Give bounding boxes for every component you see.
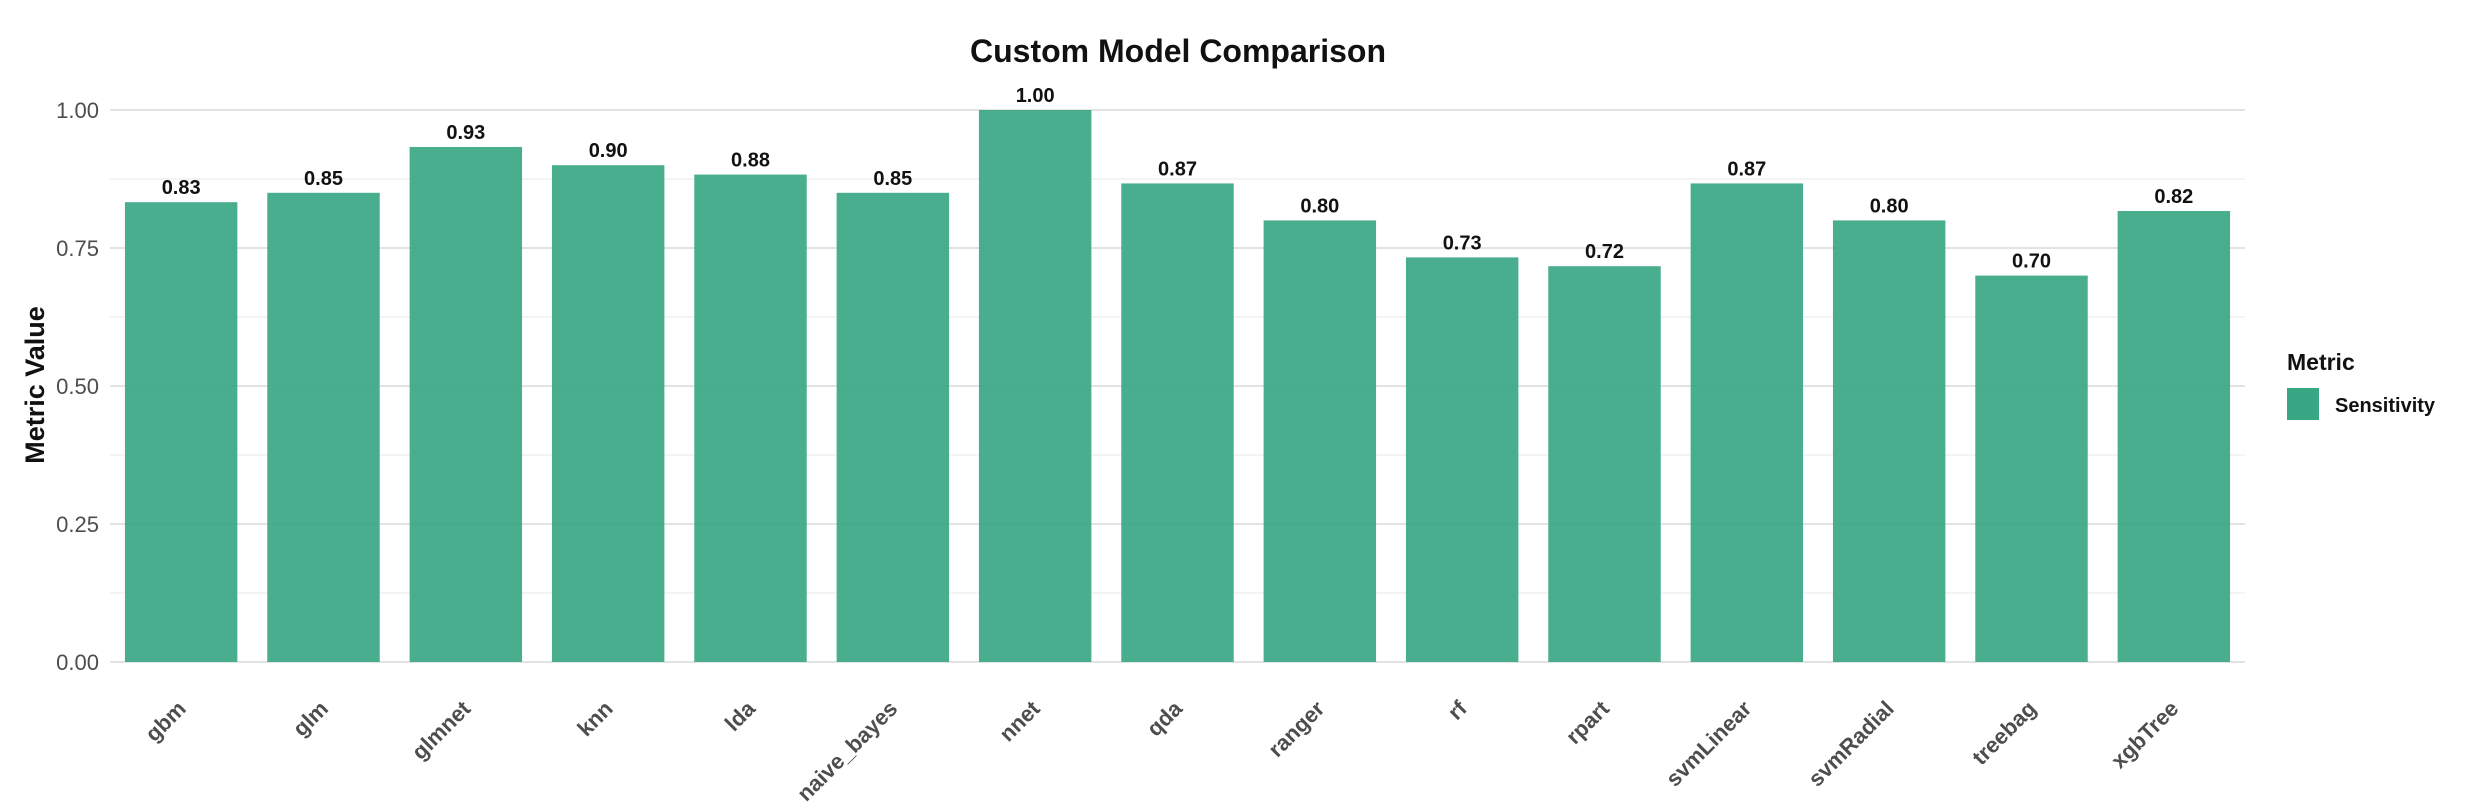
- legend-label: Sensitivity: [2335, 395, 2436, 417]
- bar-rf: [1405, 257, 1519, 662]
- bar-rpart: [1548, 266, 1661, 662]
- data-label: 1.00: [1016, 85, 1055, 107]
- x-tick-label: glmnet: [407, 695, 476, 764]
- data-label: 0.85: [873, 168, 912, 190]
- data-label: 0.73: [1443, 232, 1482, 254]
- legend: Metric Sensitivity: [2287, 349, 2436, 420]
- x-tick-label: ranger: [1263, 696, 1329, 762]
- data-label: 0.87: [1158, 158, 1197, 180]
- y-axis-ticks: 0.00 0.25 0.50 0.75 1.00: [56, 98, 99, 675]
- bar-svmLinear: [1690, 183, 1804, 662]
- bar-naive-bayes: [836, 192, 950, 663]
- data-label: 0.88: [731, 150, 770, 172]
- x-tick-label: rf: [1443, 695, 1472, 724]
- bar-svmRadial: [1832, 220, 1946, 662]
- x-tick-label: treebag: [1967, 696, 2041, 770]
- x-tick-label: lda: [720, 695, 761, 736]
- x-tick-label: nnet: [994, 695, 1045, 746]
- x-tick-label: svmLinear: [1661, 696, 1757, 792]
- x-tick-label: gbm: [140, 696, 191, 747]
- y-tick-label: 1.00: [56, 98, 99, 123]
- y-tick-label: 0.50: [56, 374, 99, 399]
- bar-glmnet: [409, 146, 523, 662]
- x-tick-label: xgbTree: [2106, 696, 2183, 773]
- data-label: 0.72: [1585, 241, 1624, 263]
- bar-lda: [694, 174, 807, 663]
- x-tick-label: svmRadial: [1803, 696, 1899, 792]
- bar-qda: [1121, 183, 1234, 662]
- bar-glm: [267, 192, 380, 663]
- y-tick-label: 0.00: [56, 650, 99, 675]
- data-labels: 0.83 0.85 0.93 0.90 0.88 0.85 1.00 0.87 0.80 0.73…: [162, 85, 2194, 273]
- bar-ranger: [1263, 220, 1377, 662]
- data-label: 0.87: [1727, 158, 1766, 180]
- data-label: 0.80: [1300, 195, 1339, 217]
- bars: [124, 110, 2231, 663]
- legend-key: [2287, 388, 2319, 420]
- y-tick-label: 0.25: [56, 512, 99, 537]
- data-label: 0.93: [446, 122, 485, 144]
- y-axis-label: Metric Value: [20, 306, 50, 464]
- bar-xgbTree: [2117, 211, 2231, 663]
- data-label: 0.85: [304, 168, 343, 190]
- bar-gbm: [124, 202, 238, 662]
- data-label: 0.70: [2012, 251, 2051, 273]
- legend-title: Metric: [2287, 349, 2355, 375]
- x-tick-label: qda: [1142, 695, 1188, 741]
- data-label: 0.80: [1870, 195, 1909, 217]
- bar-nnet: [978, 110, 1092, 662]
- y-tick-label: 0.75: [56, 236, 99, 261]
- data-label: 0.83: [162, 177, 201, 199]
- data-label: 0.90: [589, 140, 628, 162]
- bar-knn: [551, 165, 665, 662]
- data-label: 0.82: [2154, 186, 2193, 208]
- x-tick-label: knn: [572, 696, 617, 741]
- x-tick-label: naive_bayes: [792, 696, 902, 806]
- bar-treebag: [1975, 275, 2088, 662]
- x-tick-label: rpart: [1561, 695, 1615, 749]
- x-axis-ticks: gbm glm glmnet knn lda naive_bayes nnet qda rang…: [140, 695, 2183, 806]
- x-tick-label: glm: [288, 696, 333, 741]
- chart-title: Custom Model Comparison: [970, 33, 1386, 69]
